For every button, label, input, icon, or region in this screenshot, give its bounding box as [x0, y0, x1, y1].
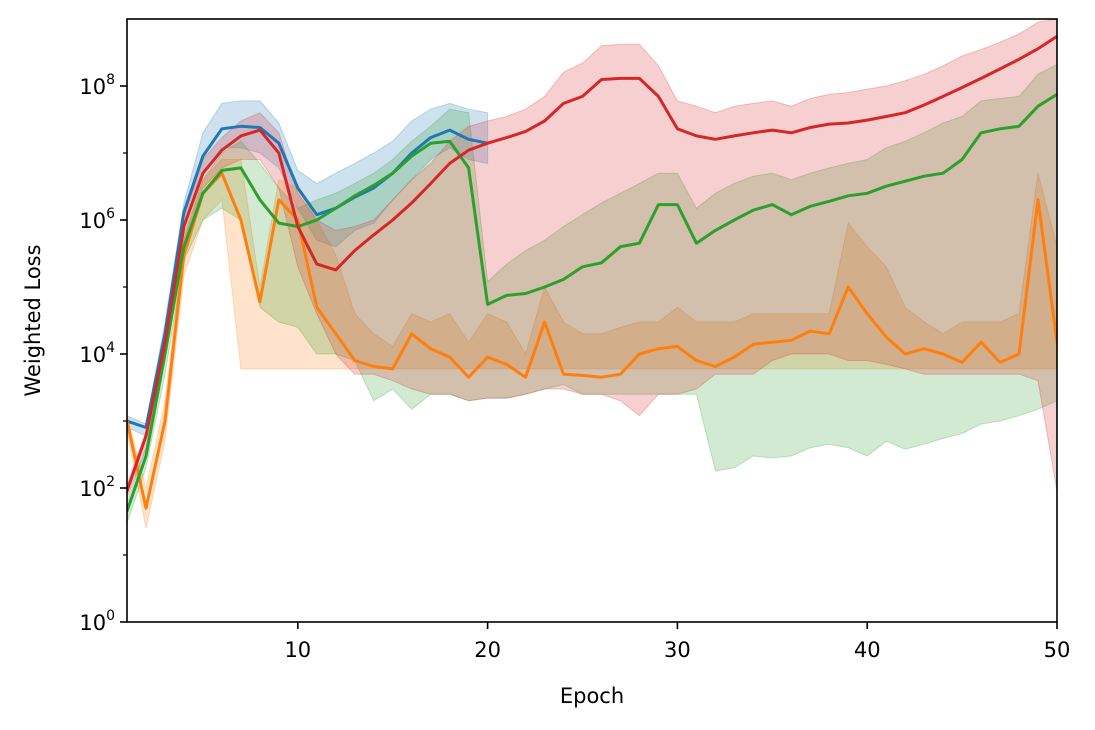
y-tick-label: 100 [79, 608, 115, 635]
y-tick-label: 102 [79, 474, 115, 501]
series-lines [127, 34, 1057, 513]
series-4-band [127, 19, 1057, 499]
x-tick-label: 20 [474, 638, 501, 662]
y-tick-label: 106 [79, 206, 115, 233]
y-tick-label: 104 [79, 340, 115, 367]
series-2-band [127, 159, 1057, 529]
series-2-line [127, 171, 1057, 510]
y-axis: 100 102 104 106 108 [79, 72, 127, 635]
x-tick-label: 30 [664, 638, 691, 662]
y-tick-label: 108 [79, 72, 115, 99]
x-tick-label: 10 [284, 638, 311, 662]
confidence-bands [127, 19, 1057, 529]
series-1-band [127, 100, 489, 437]
series-1-line [127, 124, 490, 429]
x-axis-label: Epoch [560, 684, 624, 708]
x-tick-label: 50 [1044, 638, 1071, 662]
series-3-line [127, 92, 1057, 513]
series-4-line [127, 34, 1057, 493]
x-axis: 10 20 30 40 50 [284, 622, 1070, 662]
y-axis-label: Weighted Loss [21, 244, 45, 396]
series-3-band [127, 63, 1057, 524]
x-tick-label: 40 [854, 638, 881, 662]
plot-frame [126, 18, 1058, 623]
